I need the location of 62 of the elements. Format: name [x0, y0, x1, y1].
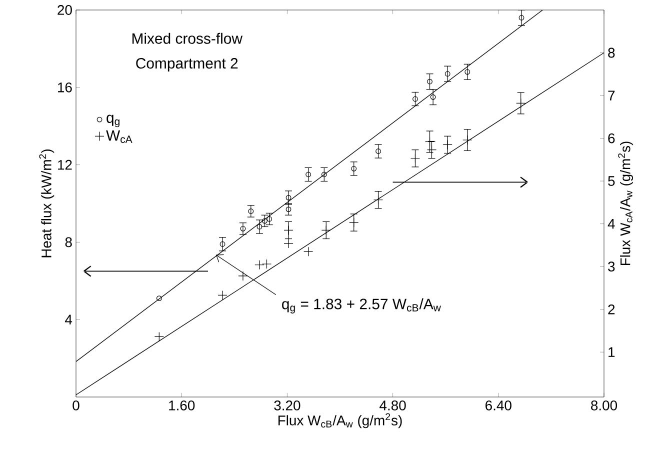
point: [464, 69, 470, 75]
x-tick-label: 4.80: [380, 400, 406, 410]
annotation: Mixed cross-flow: [132, 32, 243, 44]
y2-tick-label: 2: [608, 304, 615, 314]
y-tick-label: 12: [58, 160, 72, 170]
y-tick-label: 8: [65, 237, 72, 248]
point: [376, 148, 381, 154]
y2-tick-label: 3: [608, 262, 615, 272]
y2-tick-label: 6: [608, 133, 615, 144]
point: [430, 94, 436, 100]
point: [349, 218, 359, 228]
point: [424, 136, 435, 147]
x-tick-label: 1.60: [169, 400, 195, 410]
x-tick-label: 6.40: [486, 400, 512, 410]
point: [304, 246, 314, 256]
legend-label: q$_{g}$: [106, 114, 120, 128]
x-axis-title: Flux W$_{cB}$/A$_{w}$ (g/m$^{2}$s): [278, 413, 402, 428]
point: [410, 154, 420, 164]
x-tick-label: 8.00: [591, 400, 618, 410]
annotation: Compartment 2: [136, 58, 238, 72]
point: [240, 226, 246, 232]
point: [321, 225, 331, 236]
point: [284, 225, 294, 236]
point: [286, 206, 292, 212]
point: [462, 135, 472, 145]
point: [373, 195, 384, 205]
point: [154, 332, 164, 342]
point: [284, 238, 294, 248]
y-axis-title: Heat flux (kW/m$^{2}$): [39, 149, 54, 258]
point: [238, 271, 248, 281]
point: [220, 241, 226, 247]
point: [444, 71, 450, 77]
annotation: q$_{g}$ = 1.83 + 2.57 W$_{cB}$/A$_{w}$: [282, 298, 441, 314]
point: [426, 145, 437, 155]
y2-tick-label: 8: [608, 48, 615, 58]
legend-label: W$_{cA}$: [106, 130, 132, 143]
y-tick-label: 16: [58, 82, 72, 92]
point: [412, 96, 418, 102]
point: [442, 140, 452, 150]
y2-tick-label: 4: [608, 219, 615, 229]
point: [518, 15, 524, 20]
point: [156, 296, 162, 302]
point: [286, 194, 292, 200]
y2-tick-label: 1: [608, 347, 615, 357]
point: [262, 259, 272, 269]
y2-tick-label: 7: [608, 90, 615, 100]
point: [516, 98, 526, 108]
y2-tick-label: 5: [608, 176, 615, 186]
point: [306, 172, 312, 178]
x-tick-label: 0: [72, 400, 80, 410]
point: [262, 218, 268, 224]
point: [321, 172, 327, 178]
point: [248, 208, 254, 214]
point: [266, 216, 272, 222]
point: [351, 166, 357, 172]
y-tick-label: 20: [58, 5, 72, 15]
x-tick-label: 3.20: [274, 400, 300, 410]
point: [427, 78, 432, 84]
point: [254, 260, 264, 270]
y-tick-label: 4: [65, 314, 72, 324]
y2-axis-title: Flux W$_{cA}$/A$_{w}$ (g/m$^{2}$s): [618, 142, 634, 266]
point: [218, 290, 228, 300]
